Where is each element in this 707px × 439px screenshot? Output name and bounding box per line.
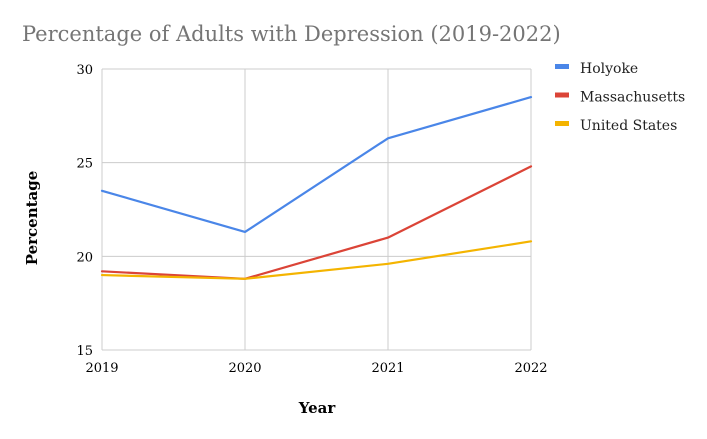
data-point-holyoke bbox=[529, 95, 533, 99]
data-point-massachusetts bbox=[386, 236, 390, 240]
legend-label-united-states: United States bbox=[580, 118, 677, 134]
tick-label-layer: 15 20 25 30 2019 2020 2021 2022 bbox=[76, 63, 547, 376]
legend-swatch-massachusetts bbox=[555, 92, 569, 98]
data-point-united-states bbox=[100, 273, 104, 277]
legend: Holyoke Massachusetts United States bbox=[555, 61, 685, 134]
series-layer bbox=[100, 95, 533, 281]
x-axis-title: Year bbox=[298, 399, 337, 417]
y-tick-label: 15 bbox=[76, 344, 93, 359]
data-point-holyoke bbox=[243, 230, 247, 234]
data-point-holyoke bbox=[386, 136, 390, 140]
x-tick-label: 2022 bbox=[514, 361, 547, 376]
data-point-united-states bbox=[386, 262, 390, 266]
legend-label-holyoke: Holyoke bbox=[580, 61, 638, 77]
data-point-united-states bbox=[243, 277, 247, 281]
legend-label-massachusetts: Massachusetts bbox=[580, 90, 685, 106]
series-line-united-states bbox=[100, 240, 533, 280]
data-point-holyoke bbox=[100, 189, 104, 193]
legend-swatch-holyoke bbox=[555, 64, 569, 69]
data-point-massachusetts bbox=[100, 269, 104, 273]
chart-title: Percentage of Adults with Depression (20… bbox=[22, 22, 561, 46]
grid-layer bbox=[101, 68, 532, 351]
y-axis-title: Percentage bbox=[23, 171, 41, 266]
y-tick-label: 30 bbox=[76, 63, 93, 78]
y-tick-label: 25 bbox=[76, 157, 93, 172]
data-point-massachusetts bbox=[529, 164, 533, 168]
legend-swatch-united-states bbox=[555, 121, 569, 126]
series-line-holyoke bbox=[100, 95, 533, 234]
y-tick-label: 20 bbox=[76, 250, 93, 265]
x-tick-label: 2021 bbox=[371, 361, 404, 376]
x-tick-label: 2020 bbox=[228, 361, 261, 376]
series-line-massachusetts bbox=[100, 165, 533, 280]
x-tick-label: 2019 bbox=[85, 361, 118, 376]
data-point-united-states bbox=[529, 239, 533, 243]
